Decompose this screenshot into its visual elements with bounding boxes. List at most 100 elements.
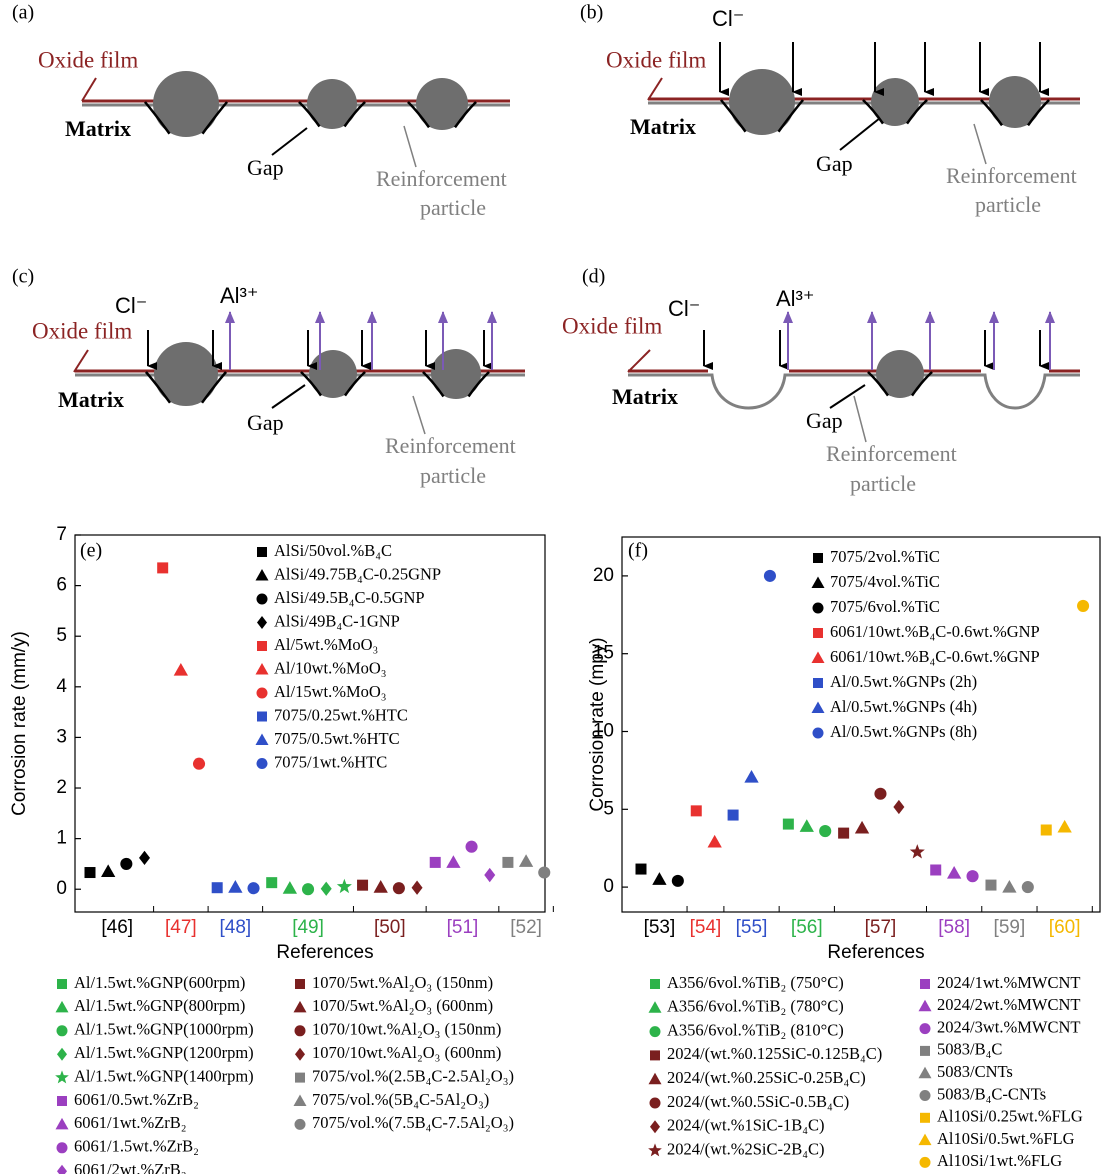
particle-label: particle — [420, 463, 486, 488]
gap-curve — [343, 101, 366, 128]
gap-label: Gap — [806, 408, 843, 433]
gap-curve — [201, 101, 228, 135]
gap-label: Gap — [816, 151, 853, 176]
particle-label: Reinforcement — [826, 441, 957, 466]
legend-label: 7075/vol.%(5B₄C-5Al₂O₃) — [312, 1090, 489, 1109]
legend-label: 7075/vol.%(2.5B₄C-2.5Al₂O₃) — [312, 1066, 514, 1085]
data-point — [211, 882, 223, 894]
data-point — [690, 805, 702, 817]
x-tick-label: [53] — [644, 917, 676, 938]
gap-curve — [905, 99, 928, 125]
x-tick-label: [54] — [690, 917, 722, 938]
chloride-label: Cl⁻ — [712, 6, 744, 31]
data-point — [192, 757, 206, 770]
gap-pointer — [271, 384, 306, 409]
data-point — [1040, 824, 1052, 836]
gap-curve — [720, 99, 747, 133]
x-tick-label: [57] — [865, 917, 897, 938]
legend-marker — [813, 678, 823, 688]
data-point — [266, 877, 278, 889]
panel-label: (c) — [12, 266, 34, 288]
gap-curve — [862, 99, 885, 125]
data-point — [985, 879, 997, 891]
y-tick-label: 0 — [603, 876, 614, 897]
legend-marker — [919, 1156, 931, 1168]
y-tick-label: 5 — [56, 625, 67, 646]
legend-label: 7075/4vol.%TiC — [830, 572, 940, 591]
legend-marker — [256, 758, 268, 769]
oxide-film-label: Oxide film — [562, 313, 662, 338]
data-point — [357, 879, 369, 891]
particle-label: Reinforcement — [385, 433, 516, 458]
particle-label: Reinforcement — [376, 166, 507, 191]
data-point — [727, 809, 739, 821]
gap-curve — [300, 371, 323, 397]
x-tick-label: [59] — [994, 917, 1026, 938]
legend-label: Al10Si/1wt.%FLG — [937, 1151, 1062, 1170]
legend-label: 6061/2wt.%ZrB₂ — [74, 1160, 187, 1174]
data-point — [502, 856, 514, 868]
data-point — [893, 799, 905, 815]
x-tick-label: [46] — [101, 917, 133, 938]
legend-label: 6061/1.5wt.%ZrB₂ — [74, 1137, 199, 1156]
x-tick-label: [60] — [1049, 917, 1081, 938]
legend-label: Al/1.5wt.%GNP(1200rpm) — [74, 1043, 254, 1062]
legend-label: 2024/(wt.%2SiC-2B₄C) — [667, 1139, 824, 1158]
gap-pointer — [839, 117, 881, 151]
legend-marker — [920, 979, 930, 989]
legend-marker — [293, 1094, 307, 1106]
legend-marker — [811, 576, 825, 588]
data-point — [336, 878, 352, 894]
particle-pointer — [403, 125, 417, 168]
reinforcement-particle — [989, 76, 1041, 128]
legend-label: 5083/B₄C — [937, 1040, 1002, 1059]
legend-marker — [55, 1070, 69, 1084]
reinforcement-particle — [416, 78, 468, 130]
data-point — [320, 881, 332, 896]
data-point — [671, 874, 684, 887]
legend-label: A356/6vol.%TiB₂ (750°C) — [667, 973, 844, 992]
gap-curve — [343, 371, 366, 397]
legend-marker — [257, 711, 267, 722]
gap-curve — [980, 99, 1004, 127]
legend-label: 7075/2vol.%TiC — [830, 547, 940, 566]
data-point — [247, 882, 260, 895]
legend-marker — [257, 641, 267, 651]
legend-marker — [813, 628, 823, 638]
legend-label: 2024/3wt.%MWCNT — [937, 1017, 1080, 1036]
legend-marker — [813, 553, 823, 563]
leader-line — [647, 77, 663, 101]
legend-marker — [294, 1118, 306, 1130]
legend-label: 2024/(wt.%0.125SiC-0.125B₄C) — [667, 1044, 882, 1063]
legend-label: Al/0.5wt.%GNPs (8h) — [830, 722, 977, 741]
matrix-label: Matrix — [65, 116, 131, 141]
legend-label: 2024/(wt.%0.25SiC-0.25B₄C) — [667, 1068, 866, 1087]
legend-marker — [57, 979, 67, 989]
gap-pointer — [271, 127, 308, 156]
legend-label: 6061/10wt.%B₄C-0.6wt.%GNP — [830, 622, 1040, 641]
plot-frame — [74, 534, 546, 913]
legend-marker — [918, 999, 932, 1012]
data-point — [854, 820, 870, 834]
y-tick-label: 3 — [56, 726, 67, 747]
panel-label: (a) — [12, 2, 34, 24]
legend-label: Al/0.5wt.%GNPs (4h) — [830, 697, 977, 716]
chloride-label: Cl⁻ — [668, 296, 700, 321]
legend-label: 5083/CNTs — [937, 1062, 1013, 1081]
data-point — [84, 867, 96, 879]
legend-label: A356/6vol.%TiB₂ (780°C) — [667, 997, 844, 1016]
gap-pointer — [829, 384, 866, 409]
legend-label: 7075/0.5wt.%HTC — [274, 729, 400, 748]
gap-curve — [422, 371, 445, 398]
leader-line — [81, 77, 97, 102]
legend-marker — [648, 1143, 662, 1157]
legend-label: AlSi/49B₄C-1GNP — [274, 611, 400, 630]
data-point — [838, 827, 850, 839]
legend-marker — [256, 593, 268, 605]
legend-marker — [295, 1072, 305, 1083]
gap-curve — [777, 99, 804, 133]
y-tick-label: 4 — [56, 676, 67, 697]
legend-label: 6061/1wt.%ZrB₂ — [74, 1113, 187, 1132]
y-axis-label: Corrosion rate (mm/y) — [9, 631, 30, 816]
data-point — [966, 870, 979, 883]
